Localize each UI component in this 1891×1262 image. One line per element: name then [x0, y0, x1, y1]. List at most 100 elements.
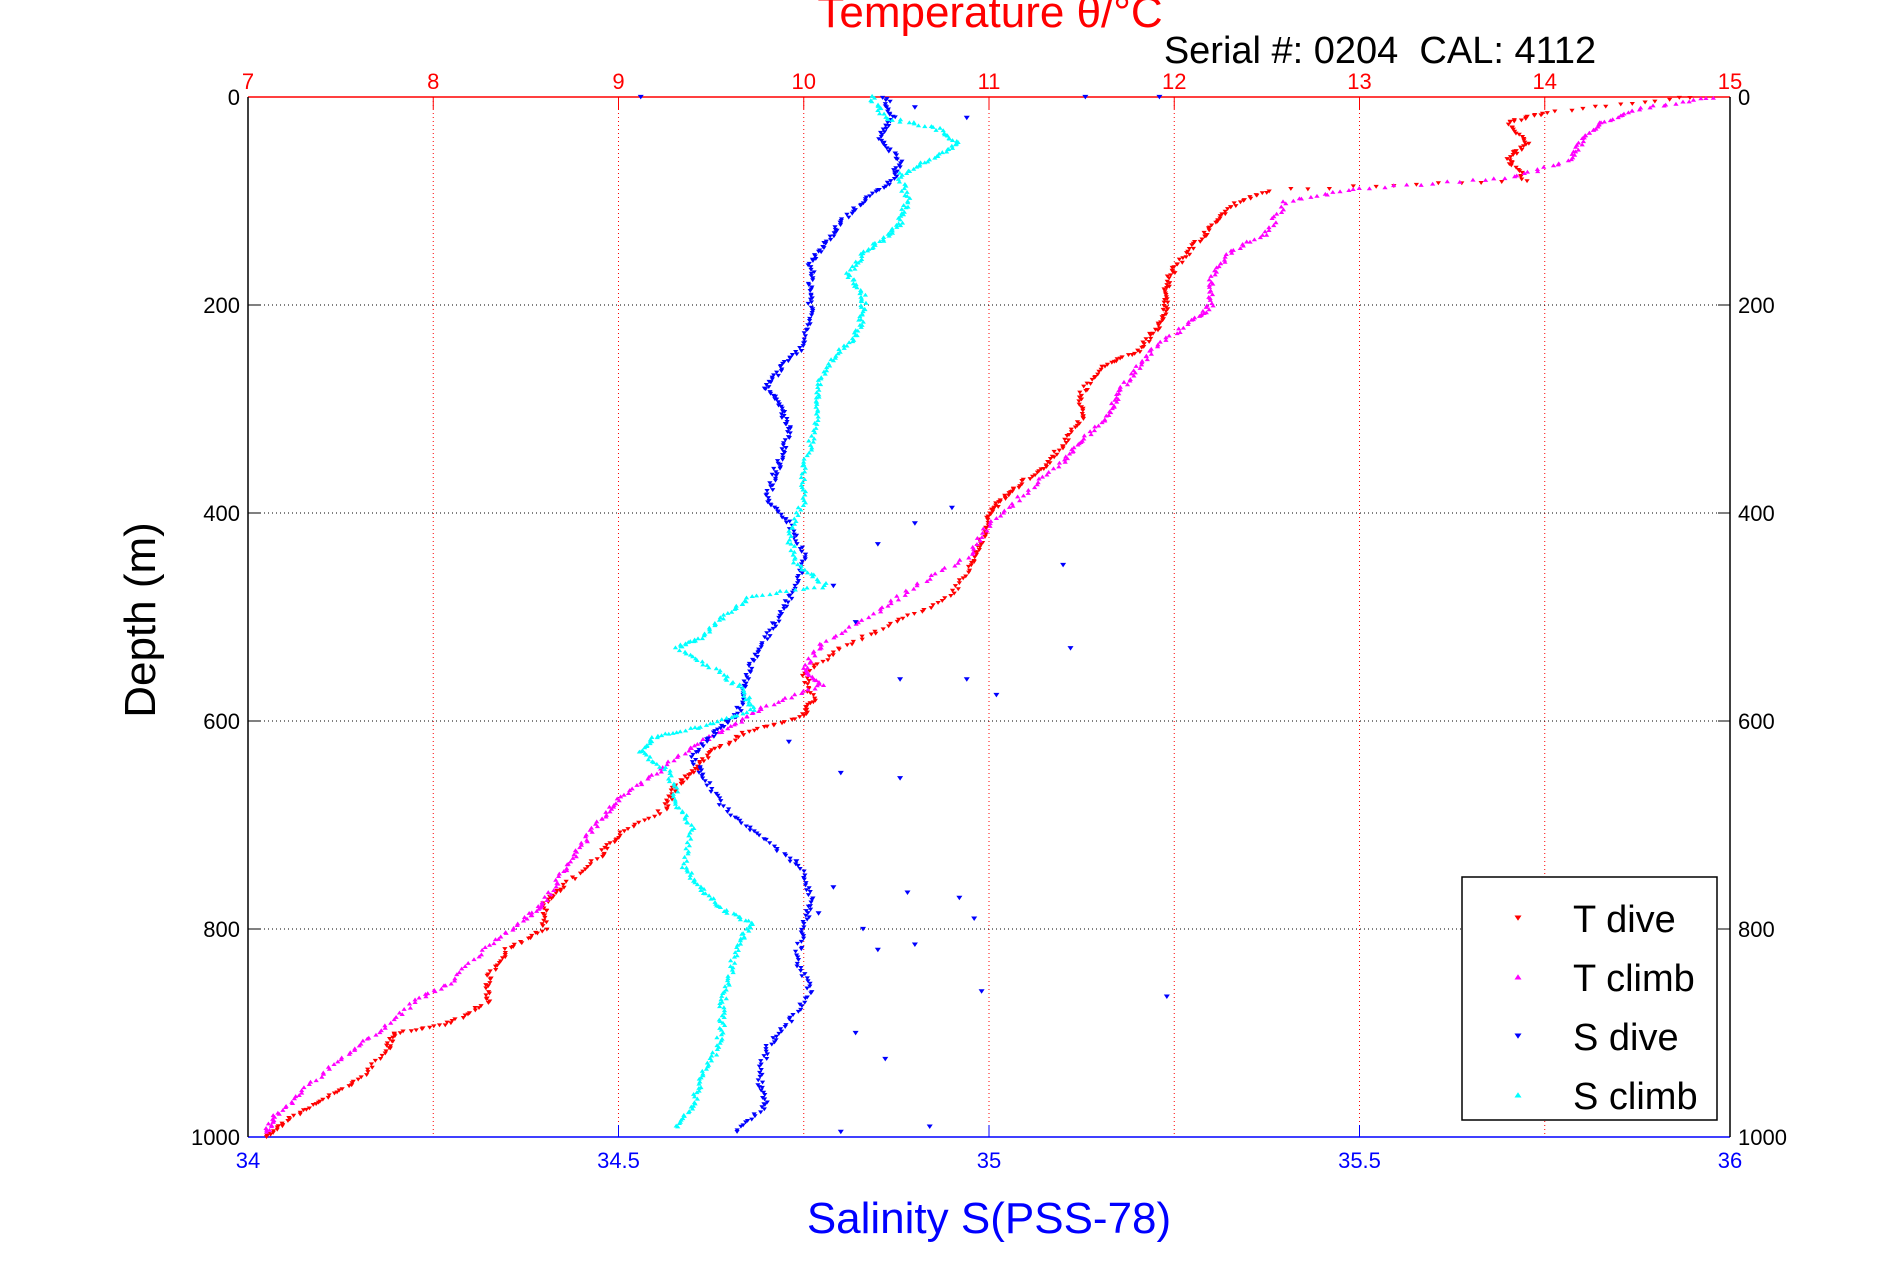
data-point: [500, 956, 506, 961]
data-point: [1143, 337, 1149, 342]
data-point: [808, 293, 814, 298]
data-point: [811, 665, 817, 670]
data-point: [896, 617, 902, 622]
data-point: [803, 705, 809, 710]
data-point: [352, 1047, 358, 1052]
data-point: [786, 537, 793, 542]
data-point: [972, 555, 978, 560]
data-point: [1221, 257, 1228, 262]
data-point: [894, 224, 900, 229]
data-point: [789, 695, 795, 700]
data-point: [800, 463, 806, 468]
series-t-dive: [263, 95, 1693, 1140]
data-point: [797, 546, 803, 551]
data-point: [1165, 307, 1171, 312]
data-point: [698, 768, 705, 773]
data-point: [886, 182, 892, 187]
data-point: [856, 317, 862, 322]
data-point: [1063, 441, 1069, 445]
data-point: [808, 271, 814, 276]
data-point: [879, 132, 885, 137]
data-point: [384, 1041, 390, 1046]
data-point: [589, 829, 595, 834]
data-point: [695, 636, 701, 641]
data-point: [685, 869, 691, 874]
data-point: [904, 890, 911, 895]
data-point: [930, 603, 936, 608]
data-point: [905, 200, 911, 205]
data-point: [1290, 198, 1296, 203]
data-point: [804, 585, 810, 590]
data-point: [602, 845, 608, 850]
data-point: [571, 852, 577, 857]
data-point: [730, 965, 736, 970]
data-point: [794, 352, 800, 357]
data-point: [880, 627, 886, 632]
data-point: [529, 913, 535, 917]
data-point: [739, 730, 745, 735]
data-point: [746, 729, 752, 734]
data-point: [1572, 149, 1579, 154]
data-point: [1189, 243, 1195, 248]
legend-box: [1461, 876, 1718, 1121]
data-point: [514, 923, 520, 928]
data-point: [806, 319, 813, 323]
data-point: [730, 970, 736, 975]
data-point: [721, 1010, 727, 1015]
data-point: [548, 892, 554, 897]
data-point: [289, 1101, 296, 1105]
data-point: [1174, 262, 1180, 267]
data-point: [735, 948, 741, 952]
data-point: [1687, 96, 1693, 100]
data-point: [725, 721, 731, 726]
data-point: [783, 520, 790, 525]
data-point: [765, 496, 771, 501]
data-point: [1015, 494, 1021, 499]
data-point: [719, 723, 725, 728]
data-point: [484, 973, 490, 978]
data-point: [1108, 401, 1115, 406]
data-point: [1031, 485, 1038, 490]
data-point: [1000, 510, 1007, 515]
data-point: [685, 851, 691, 856]
data-point: [472, 1008, 478, 1013]
data-point: [850, 639, 856, 644]
data-point: [577, 845, 583, 850]
data-point: [1207, 295, 1213, 300]
data-point: [799, 1004, 805, 1009]
data-point: [726, 807, 732, 812]
data-point: [787, 356, 793, 361]
data-point: [779, 721, 785, 726]
data-point: [373, 1032, 379, 1037]
data-point: [795, 505, 801, 510]
data-point: [1109, 360, 1115, 365]
data-point: [738, 821, 744, 826]
data-point: [313, 1078, 319, 1083]
data-point: [815, 378, 821, 382]
data-point: [806, 438, 812, 443]
data-point: [758, 1062, 764, 1067]
data-point: [841, 345, 847, 350]
data-point: [743, 673, 749, 677]
data-point: [835, 351, 841, 356]
data-point: [895, 176, 901, 181]
data-point: [1201, 311, 1207, 315]
data-point: [691, 770, 697, 775]
data-point: [928, 573, 934, 578]
data-point: [1510, 152, 1516, 157]
data-point: [965, 564, 972, 569]
data-point: [1673, 101, 1679, 106]
data-point: [1213, 265, 1220, 270]
data-point: [758, 707, 764, 711]
data-point: [761, 725, 768, 729]
data-point: [809, 311, 815, 315]
data-point: [795, 579, 802, 583]
data-point: [816, 680, 822, 684]
data-point: [887, 147, 893, 152]
data-point: [1036, 476, 1042, 481]
data-point: [478, 952, 485, 957]
data-point: [801, 713, 807, 718]
data-point: [346, 1052, 352, 1056]
data-point: [785, 540, 791, 545]
data-point: [717, 796, 723, 801]
